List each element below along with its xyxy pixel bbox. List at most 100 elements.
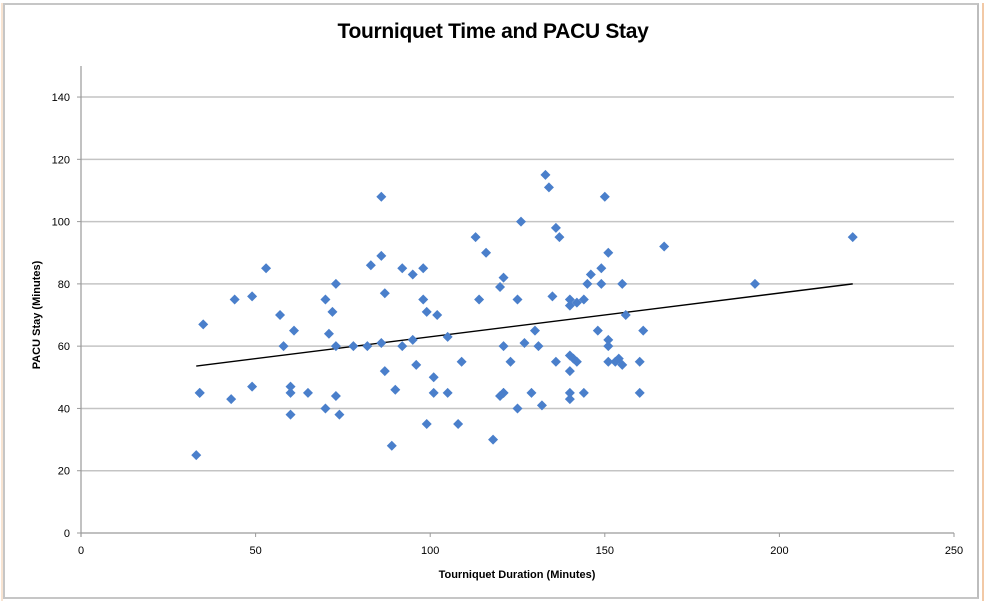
x-tick-label: 100: [421, 545, 439, 557]
diamond-marker: [571, 356, 582, 367]
diamond-marker: [543, 182, 554, 193]
diamond-marker: [585, 269, 596, 280]
diamond-marker: [638, 325, 649, 336]
y-tick-label: 80: [58, 279, 70, 291]
diamond-marker: [620, 310, 631, 321]
y-tick-label: 0: [64, 528, 70, 540]
x-tick-label: 50: [249, 545, 261, 557]
diamond-marker: [554, 232, 565, 243]
diamond-marker: [442, 331, 453, 342]
x-tick-label: 200: [770, 545, 788, 557]
diamond-marker: [474, 294, 485, 305]
diamond-marker: [564, 300, 575, 311]
diamond-marker: [847, 232, 858, 243]
diamond-marker: [592, 325, 603, 336]
diamond-marker: [421, 306, 432, 317]
diamond-marker: [519, 338, 530, 349]
diamond-marker: [330, 278, 341, 289]
diamond-marker: [334, 409, 345, 420]
x-tick-label: 150: [596, 545, 614, 557]
chart-title: Tourniquet Time and PACU Stay: [337, 20, 649, 43]
diamond-marker: [302, 387, 313, 398]
linear-trendline: [196, 283, 853, 367]
diamond-marker: [432, 310, 443, 321]
diamond-marker: [226, 394, 237, 405]
diamond-marker: [617, 359, 628, 370]
x-axis-title: Tourniquet Duration (Minutes): [439, 569, 596, 581]
diamond-marker: [634, 387, 645, 398]
diamond-marker: [323, 328, 334, 339]
diamond-marker: [603, 356, 614, 367]
diamond-marker: [564, 387, 575, 398]
diamond-marker: [498, 341, 509, 352]
diamond-marker: [285, 381, 296, 392]
frame-edge-left: [1, 3, 3, 601]
diamond-marker: [386, 440, 397, 451]
trendline: [196, 283, 853, 367]
data-points: [191, 169, 858, 461]
diamond-marker: [550, 222, 561, 233]
diamond-marker: [428, 387, 439, 398]
diamond-marker: [418, 294, 429, 305]
diamond-marker: [498, 272, 509, 283]
y-tick-label: 40: [58, 403, 70, 415]
diamond-marker: [536, 400, 547, 411]
diamond-marker: [397, 341, 408, 352]
diamond-marker: [564, 294, 575, 305]
diamond-marker: [512, 403, 523, 414]
diamond-marker: [365, 260, 376, 271]
y-axis-ticks: 0 20 40 60 80 100 120 140: [52, 92, 70, 540]
diamond-marker: [603, 247, 614, 258]
diamond-marker: [261, 263, 272, 274]
diamond-marker: [289, 325, 300, 336]
diamond-marker: [428, 372, 439, 383]
diamond-marker: [285, 387, 296, 398]
diamond-marker: [617, 278, 628, 289]
diamond-marker: [550, 356, 561, 367]
y-tick-label: 140: [52, 92, 70, 104]
diamond-marker: [456, 356, 467, 367]
diamond-marker: [540, 169, 551, 180]
y-tick-label: 20: [58, 466, 70, 478]
diamond-marker: [285, 409, 296, 420]
diamond-marker: [578, 294, 589, 305]
diamond-marker: [320, 294, 331, 305]
diamond-marker: [442, 387, 453, 398]
diamond-marker: [481, 247, 492, 258]
y-tick-label: 120: [52, 154, 70, 166]
diamond-marker: [198, 319, 209, 330]
diamond-marker: [596, 263, 607, 274]
diamond-marker: [278, 341, 289, 352]
diamond-marker: [320, 403, 331, 414]
frame-edge-right: [982, 3, 984, 601]
diamond-marker: [330, 390, 341, 401]
diamond-marker: [376, 191, 387, 202]
diamond-marker: [547, 291, 558, 302]
diamond-marker: [376, 250, 387, 261]
diamond-marker: [376, 338, 387, 349]
gridlines: [81, 96, 954, 472]
diamond-marker: [599, 191, 610, 202]
diamond-marker: [397, 263, 408, 274]
diamond-marker: [505, 356, 516, 367]
diamond-marker: [330, 341, 341, 352]
diamond-marker: [571, 297, 582, 308]
axes: [77, 66, 955, 537]
diamond-marker: [533, 341, 544, 352]
diamond-marker: [659, 241, 670, 252]
diamond-marker: [247, 381, 258, 392]
x-axis-ticks: 0 50 100 150 200 250: [78, 545, 963, 557]
y-tick-label: 60: [58, 341, 70, 353]
diamond-marker: [453, 419, 464, 430]
diamond-marker: [634, 356, 645, 367]
diamond-marker: [327, 306, 338, 317]
diamond-marker: [247, 291, 258, 302]
y-tick-label: 100: [52, 217, 70, 229]
x-tick-label: 0: [78, 545, 84, 557]
diamond-marker: [526, 387, 537, 398]
diamond-marker: [379, 288, 390, 299]
diamond-marker: [194, 387, 205, 398]
diamond-marker: [411, 359, 422, 370]
diamond-marker: [498, 387, 509, 398]
